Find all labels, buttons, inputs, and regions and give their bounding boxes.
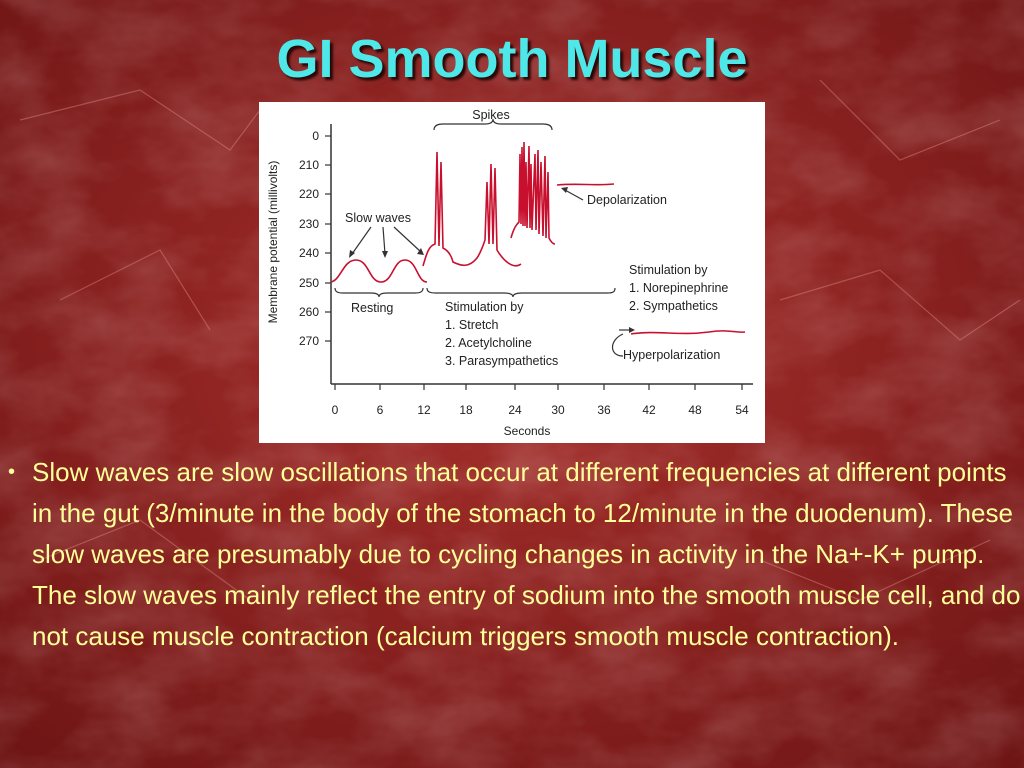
y-tick-label: 230	[299, 217, 319, 231]
y-tick-label: 0	[312, 129, 319, 143]
stretch-stimulation-item: 1. Stretch	[445, 318, 499, 332]
burst-spike-trace	[510, 141, 556, 245]
stretch-stimulation-bracket	[426, 287, 616, 298]
hyperpolarization-arrow	[611, 333, 624, 357]
depolarization-arrow	[564, 189, 584, 201]
ne-stimulation-title: Stimulation by	[629, 263, 708, 277]
x-tick-marks	[334, 384, 743, 390]
x-tick-label: 6	[377, 403, 384, 417]
hyperpolarization-trace	[630, 330, 746, 335]
arrowhead	[561, 187, 568, 193]
membrane-potential-diagram: 0 210 220 230 240 250 260 270 Membrane p…	[266, 108, 753, 438]
slide-title: GI Smooth Muscle	[276, 29, 748, 89]
y-tick-label: 240	[299, 246, 319, 260]
x-tick-label: 24	[508, 403, 522, 417]
y-tick-label: 210	[299, 158, 319, 172]
arrowhead	[382, 251, 388, 258]
y-tick-label: 270	[299, 334, 319, 348]
x-axis-label: Seconds	[504, 424, 551, 438]
arrowhead	[629, 327, 635, 333]
slow-wave-arrow	[393, 226, 422, 253]
ne-stimulation-item: 2. Sympathetics	[629, 299, 718, 313]
membrane-potential-figure: 0 210 220 230 240 250 260 270 Membrane p…	[259, 102, 765, 443]
depolarization-label: Depolarization	[587, 193, 667, 207]
y-tick-marks	[325, 135, 331, 342]
x-tick-label: 0	[332, 403, 339, 417]
y-tick-label: 250	[299, 276, 319, 290]
slow-wave-arrow	[382, 226, 386, 255]
stretch-stimulation-title: Stimulation by	[445, 300, 524, 314]
ne-stimulation-item: 1. Norepinephrine	[629, 281, 728, 295]
slow-waves-label: Slow waves	[345, 211, 411, 225]
bullet-text: Slow waves are slow oscillations that oc…	[32, 457, 1021, 651]
spikes-label: Spikes	[472, 108, 510, 122]
stretch-spike-trace	[422, 151, 522, 267]
stretch-stimulation-item: 2. Acetylcholine	[445, 336, 532, 350]
x-tick-label: 42	[642, 403, 656, 417]
stretch-stimulation-item: 3. Parasympathetics	[445, 354, 558, 368]
y-tick-label: 220	[299, 187, 319, 201]
hyperpolarization-label: Hyperpolarization	[623, 348, 720, 362]
x-tick-label: 30	[551, 403, 565, 417]
bullet-marker: •	[8, 461, 16, 483]
arrowhead	[349, 250, 355, 258]
arrowhead	[417, 248, 424, 255]
x-tick-label: 36	[597, 403, 611, 417]
resting-bracket	[334, 287, 424, 298]
x-tick-label: 54	[735, 403, 749, 417]
resting-label: Resting	[351, 301, 393, 315]
y-axis-label: Membrane potential (millivolts)	[266, 161, 280, 324]
y-tick-label: 260	[299, 305, 319, 319]
spikes-bracket	[433, 118, 553, 131]
x-tick-label: 12	[417, 403, 431, 417]
depolarization-trace	[556, 183, 615, 186]
x-tick-label: 18	[459, 403, 473, 417]
x-tick-label: 48	[688, 403, 702, 417]
slow-wave-arrow	[351, 226, 372, 255]
resting-slow-wave-trace	[330, 259, 428, 283]
